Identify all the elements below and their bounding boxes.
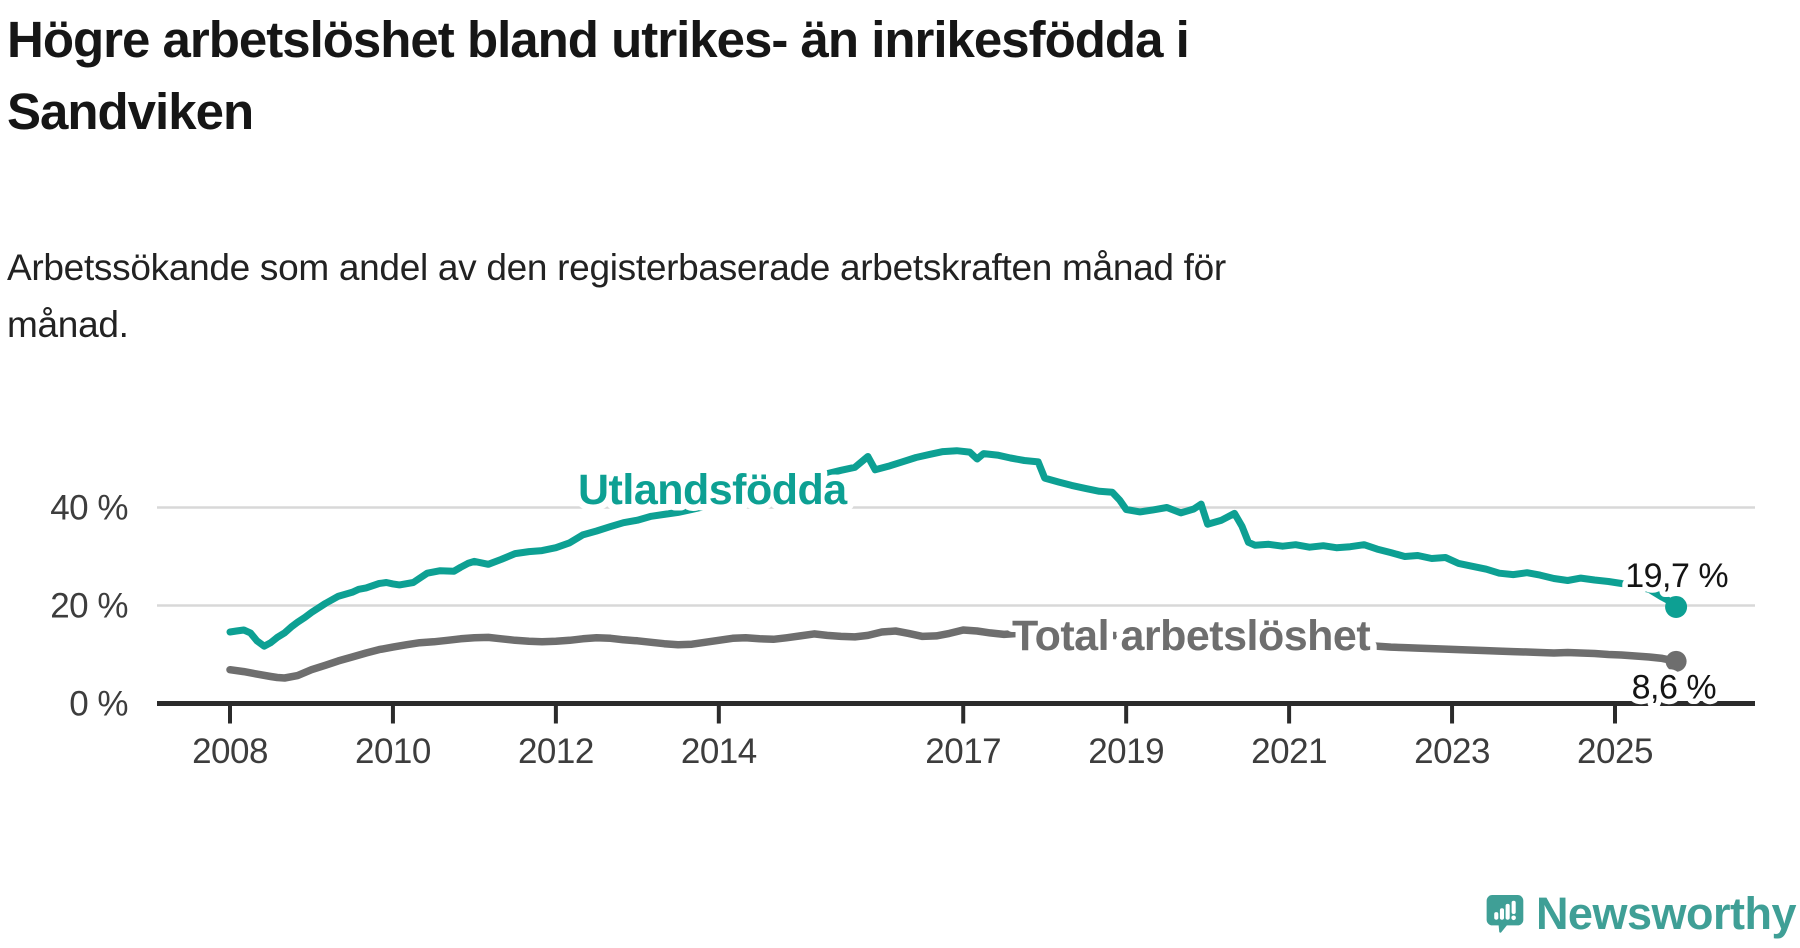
logo-bubble-shape: [1486, 895, 1524, 933]
x-tick-label-2010: 2010: [355, 732, 431, 771]
x-tick-label-2014: 2014: [681, 732, 757, 771]
series-line-utlandsfodda: [226, 447, 1680, 650]
y-tick-label-0: 0 %: [69, 685, 128, 724]
end-value-label-total: 8,6 %: [1632, 668, 1717, 706]
y-tick-label-20: 20 %: [50, 587, 128, 626]
series-label-utlandsfodda: Utlandsfödda: [578, 466, 848, 514]
x-tick-label-2008: 2008: [192, 732, 268, 771]
y-tick-label-40: 40 %: [50, 489, 128, 528]
series-line-total: [226, 626, 1680, 682]
x-tick-label-2021: 2021: [1251, 732, 1327, 771]
chart-subtitle-line-2: månad.: [7, 304, 129, 345]
newsworthy-logo-icon: [1486, 895, 1524, 933]
x-tick-label-2023: 2023: [1414, 732, 1490, 771]
x-tick-label-2025: 2025: [1577, 732, 1653, 771]
end-dot-total: [1665, 650, 1687, 672]
logo-bar-chart-glyph: [1494, 900, 1516, 921]
page-title-line-1: Högre arbetslöshet bland utrikes- än inr…: [7, 11, 1190, 68]
end-value-label-utlandsfodda: 19,7 %: [1625, 557, 1728, 595]
page-title-line-2: Sandviken: [7, 83, 254, 140]
newsworthy-logo: Newsworthy: [1486, 884, 1797, 944]
newsworthy-logo-text: Newsworthy: [1535, 888, 1797, 939]
chart-subtitle-line-1: Arbetssökande som andel av den registerb…: [7, 247, 1226, 288]
x-tick-label-2012: 2012: [518, 732, 594, 771]
x-tick-label-2019: 2019: [1088, 732, 1164, 771]
series-label-total: Total arbetslöshet: [1012, 612, 1370, 660]
x-tick-label-2017: 2017: [925, 732, 1001, 771]
end-dot-utlandsfodda: [1665, 595, 1688, 618]
